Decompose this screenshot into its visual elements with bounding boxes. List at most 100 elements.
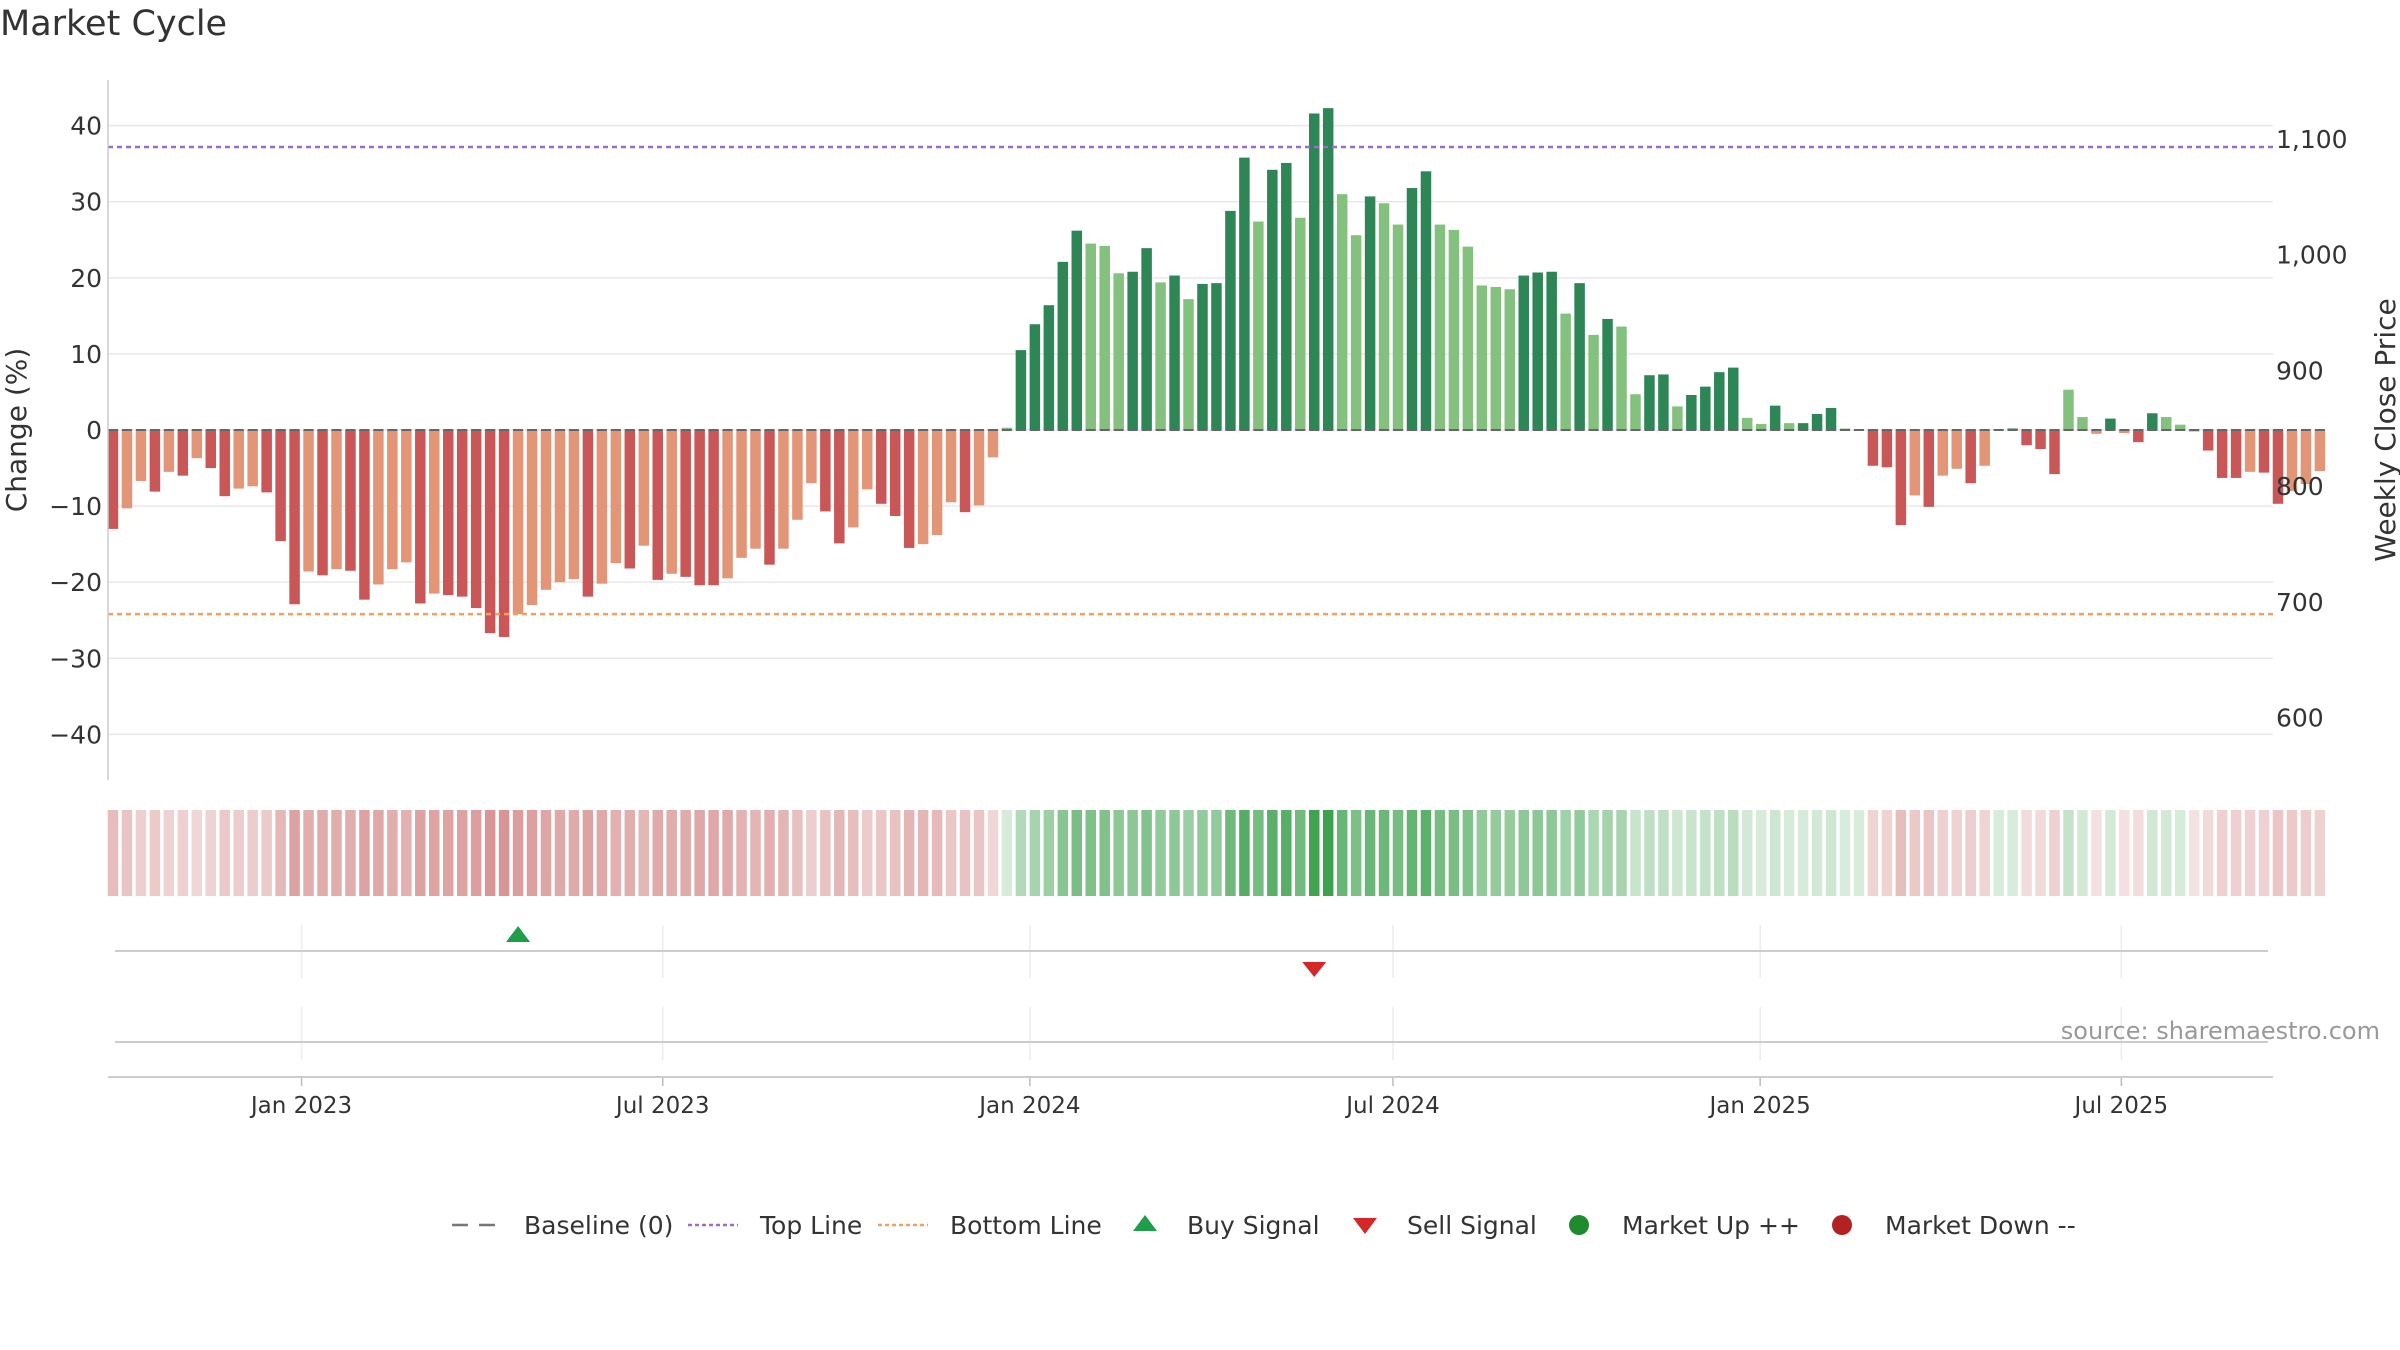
heat-cell: [596, 810, 608, 896]
heat-cell: [1700, 810, 1711, 896]
heat-cell: [1616, 810, 1627, 896]
heat-cell: [1183, 810, 1194, 896]
bar: [792, 430, 803, 520]
heat-cell: [107, 810, 119, 896]
bar: [289, 430, 300, 605]
bar: [1755, 423, 1767, 430]
heat-cell: [778, 810, 789, 896]
heat-cell: [1853, 810, 1865, 896]
bar: [1700, 386, 1711, 430]
heat-cell: [889, 810, 901, 896]
bar: [331, 430, 342, 570]
bar: [1895, 430, 1907, 526]
heat-cell: [1518, 810, 1529, 896]
heat-cell: [680, 810, 691, 896]
legend-label: Sell Signal: [1407, 1211, 1537, 1240]
bar: [1392, 224, 1404, 430]
heat-cell: [512, 810, 524, 896]
heat-cell: [1909, 810, 1921, 896]
heat-cell: [2035, 810, 2046, 896]
y-tick-label-left: 40: [70, 112, 102, 141]
bar: [624, 430, 636, 569]
heat-cell: [2230, 810, 2242, 896]
bar: [1350, 235, 1362, 430]
bar: [1783, 423, 1795, 430]
x-tick-label: Jul 2024: [1344, 1093, 1440, 1119]
bar: [2272, 430, 2284, 504]
heat-cell: [1462, 810, 1474, 896]
heat-cell: [1937, 810, 1949, 896]
y-tick-label-right: 1,000: [2276, 241, 2348, 270]
bar: [1057, 261, 1069, 430]
heat-cell: [1406, 810, 1418, 896]
heat-cell: [484, 810, 496, 896]
bar: [1308, 113, 1320, 430]
x-tick-label: Jan 2024: [977, 1093, 1080, 1119]
bar: [1001, 427, 1013, 430]
bar: [2063, 389, 2074, 430]
heat-cell: [1057, 810, 1069, 896]
bar: [750, 430, 761, 549]
heat-cell: [2007, 810, 2018, 896]
bar: [540, 430, 552, 590]
heat-cell: [792, 810, 803, 896]
bar: [219, 430, 230, 497]
bar: [1015, 350, 1027, 430]
bar: [1169, 275, 1180, 430]
bar: [2091, 430, 2102, 434]
bar: [1462, 246, 1474, 430]
bar: [2230, 430, 2242, 478]
bar: [680, 430, 691, 577]
heat-cell: [415, 810, 426, 896]
sell-signal-marker: [1302, 962, 1327, 977]
heat-cell: [1658, 810, 1669, 896]
heat-cell: [1881, 810, 1893, 896]
heat-cell: [2161, 810, 2172, 896]
source-label: source: sharemaestro.com: [2061, 1017, 2380, 1045]
bar: [2286, 430, 2298, 491]
heat-cell: [2119, 810, 2130, 896]
y-tick-label-right: 600: [2276, 704, 2324, 733]
heat-cell: [1434, 810, 1446, 896]
heat-cell: [1001, 810, 1013, 896]
bar: [1616, 326, 1627, 430]
heat-cell: [1951, 810, 1962, 896]
bar: [1965, 430, 1976, 484]
bar: [1979, 430, 1990, 466]
bar: [652, 430, 663, 580]
bar: [610, 430, 622, 564]
bar: [1923, 430, 1935, 507]
bar: [582, 430, 594, 597]
bar: [1728, 367, 1739, 430]
bar: [149, 430, 161, 492]
heat-cell: [1308, 810, 1320, 896]
bar: [205, 430, 217, 469]
heat-cell: [1071, 810, 1083, 896]
bar: [987, 430, 999, 458]
bar: [2133, 430, 2144, 443]
bar: [945, 430, 957, 503]
legend-item: Market Down --: [1832, 1211, 2076, 1240]
heat-cell: [2021, 810, 2032, 896]
bar: [959, 430, 971, 513]
heat-cell: [862, 810, 873, 896]
heat-cell: [568, 810, 580, 896]
bar: [2244, 430, 2256, 472]
bar: [135, 430, 147, 481]
heat-cell: [2147, 810, 2158, 896]
y-tick-label-left: −10: [49, 492, 102, 521]
bar: [247, 430, 258, 487]
heat-cell: [429, 810, 440, 896]
bar: [2202, 430, 2214, 451]
bar: [1434, 224, 1446, 430]
bar: [2105, 418, 2116, 430]
legend-swatch: [1569, 1215, 1589, 1235]
y-tick-label-right: 800: [2276, 472, 2324, 501]
bar: [2314, 430, 2326, 472]
bar: [317, 430, 328, 576]
bar: [1364, 196, 1376, 430]
heat-cell: [2049, 810, 2060, 896]
bar: [303, 430, 314, 572]
bar: [1574, 283, 1585, 430]
heat-cell: [359, 810, 370, 896]
